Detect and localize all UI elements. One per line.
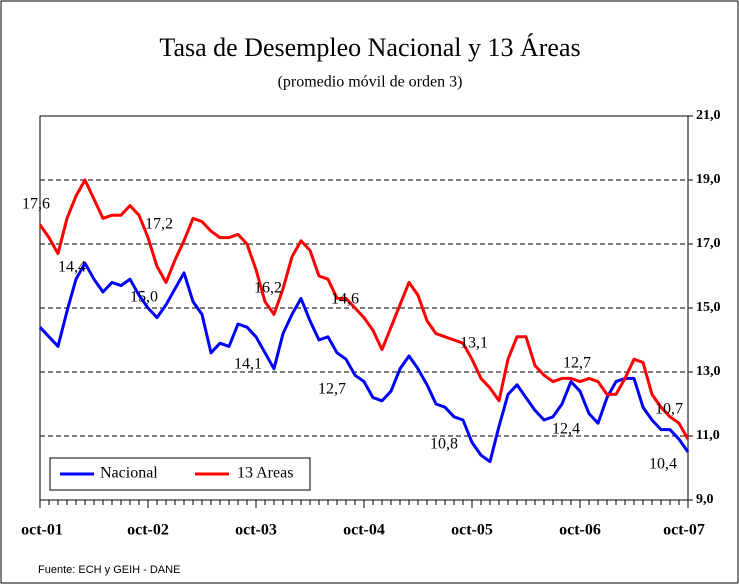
data-annotation: 10,8 — [430, 436, 458, 453]
data-annotation: 12,7 — [318, 381, 346, 398]
data-annotation: 13,1 — [460, 335, 488, 352]
chart-title: Tasa de Desempleo Nacional y 13 Áreas — [159, 33, 580, 62]
y-tick-label: 19,0 — [696, 172, 721, 187]
data-annotation: 10,4 — [649, 456, 677, 473]
y-tick-label: 21,0 — [696, 108, 721, 123]
x-tick-label: oct-02 — [127, 522, 169, 539]
data-annotation: 17,6 — [22, 196, 50, 213]
data-annotation: 12,7 — [563, 355, 591, 372]
chart-subtitle: (promedio móvil de orden 3) — [278, 74, 463, 91]
y-tick-label: 9,0 — [696, 492, 714, 507]
x-tick-label: oct-05 — [451, 522, 493, 539]
data-annotation: 14,4 — [58, 259, 86, 276]
legend-label: Nacional — [100, 465, 158, 482]
y-tick-label: 11,0 — [696, 428, 720, 443]
data-annotation: 12,4 — [552, 421, 580, 438]
data-annotation: 14,1 — [234, 356, 262, 373]
y-tick-label: 15,0 — [696, 300, 721, 315]
x-tick-label: oct-07 — [663, 522, 705, 539]
series-line — [38, 261, 690, 464]
x-tick-label: oct-01 — [21, 522, 63, 539]
series-line — [38, 178, 690, 440]
x-tick-label: oct-06 — [559, 522, 601, 539]
data-annotation: 15,0 — [130, 289, 158, 306]
data-annotation: 14,6 — [331, 291, 359, 308]
y-tick-label: 17,0 — [696, 236, 721, 251]
legend-label: 13 Areas — [237, 465, 293, 482]
data-annotation: 10,7 — [655, 401, 683, 418]
source-note: Fuente: ECH y GEIH - DANE — [38, 564, 180, 576]
data-annotation: 16,2 — [254, 280, 282, 297]
y-tick-label: 13,0 — [696, 364, 721, 379]
data-annotation: 17,2 — [145, 216, 173, 233]
x-tick-label: oct-03 — [235, 522, 277, 539]
x-tick-label: oct-04 — [343, 522, 385, 539]
